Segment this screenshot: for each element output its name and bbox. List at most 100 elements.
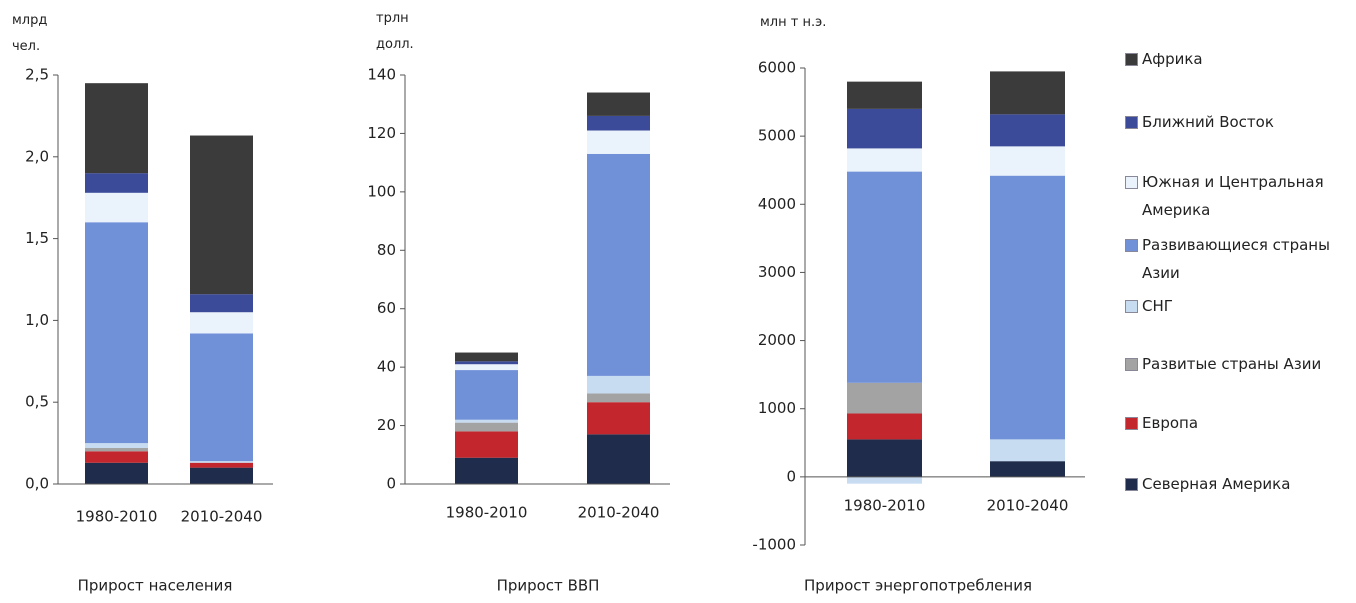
- legend-label: Развивающиеся страны Азии: [1142, 236, 1330, 282]
- bar-segment: [990, 146, 1065, 176]
- bar-segment: [847, 171, 922, 383]
- bar-segment: [455, 431, 518, 458]
- x-tick-label: 2010-2040: [578, 504, 660, 522]
- bar-segment: [587, 393, 650, 403]
- y-tick-label: 0: [386, 475, 396, 493]
- y-tick-label: 0: [786, 467, 796, 485]
- legend-label: Южная и Центральная Америка: [1142, 173, 1324, 219]
- legend-swatch: [1125, 176, 1138, 189]
- legend-swatch: [1125, 417, 1138, 430]
- y-tick-label: 1,5: [25, 229, 49, 247]
- x-tick-label: 1980-2010: [446, 504, 528, 522]
- bar-segment: [190, 461, 253, 463]
- y-tick-label: 3000: [758, 263, 796, 281]
- bar-segment: [587, 130, 650, 154]
- bar-segment: [587, 402, 650, 435]
- legend-item: Европа: [1125, 409, 1356, 437]
- y-tick-label: 0,0: [25, 475, 49, 493]
- y-axis-label: трлн долл.: [376, 11, 414, 52]
- y-tick-label: 2,0: [25, 147, 49, 165]
- bar-segment: [587, 115, 650, 131]
- legend-swatch: [1125, 116, 1138, 129]
- y-tick-label: 140: [367, 66, 396, 84]
- y-tick-label: 6000: [758, 59, 796, 77]
- bar-segment: [455, 361, 518, 365]
- bar-segment: [190, 467, 253, 484]
- bar-segment: [190, 135, 253, 295]
- bar-segment: [455, 370, 518, 420]
- legend-label: Северная Америка: [1142, 475, 1291, 493]
- legend-item: Северная Америка: [1125, 470, 1356, 498]
- y-axis-label: млн т н.э.: [760, 15, 827, 30]
- bar-segment: [990, 175, 1065, 440]
- bar-segment: [85, 448, 148, 452]
- bar-segment: [85, 462, 148, 484]
- x-tick-label: 1980-2010: [76, 508, 158, 526]
- y-tick-label: 20: [377, 416, 396, 434]
- bar-segment: [455, 364, 518, 371]
- bar-segment: [847, 413, 922, 440]
- bar-segment: [847, 382, 922, 414]
- legend-label: Ближний Восток: [1142, 113, 1274, 131]
- bar-segment: [990, 114, 1065, 147]
- chart-title: Прирост ВВП: [497, 577, 600, 595]
- bar-segment: [190, 294, 253, 313]
- legend-item: СНГ: [1125, 292, 1356, 320]
- bar-segment: [85, 192, 148, 223]
- bar-segment: [455, 457, 518, 484]
- x-tick-label: 1980-2010: [844, 497, 926, 515]
- bar-segment: [847, 108, 922, 149]
- bar-segment: [85, 222, 148, 444]
- y-tick-label: 0,5: [25, 393, 49, 411]
- y-tick-label: 4000: [758, 195, 796, 213]
- bar-segment: [847, 439, 922, 477]
- bar-segment: [990, 461, 1065, 477]
- y-axis-label: млрд чел.: [12, 13, 48, 54]
- y-tick-label: 5000: [758, 127, 796, 145]
- bar-segment: [847, 148, 922, 172]
- bar-segment: [85, 83, 148, 174]
- y-tick-label: 120: [367, 124, 396, 142]
- legend-swatch: [1125, 358, 1138, 371]
- y-tick-label: 80: [377, 241, 396, 259]
- y-tick-label: -1000: [752, 536, 796, 554]
- x-tick-label: 2010-2040: [181, 508, 263, 526]
- legend-item: Южная и Центральная Америка: [1125, 168, 1356, 224]
- legend-label: Европа: [1142, 414, 1199, 432]
- bar-segment: [847, 476, 922, 484]
- y-tick-label: 2,5: [25, 66, 49, 84]
- bar-segment: [990, 439, 1065, 462]
- bar-segment: [990, 71, 1065, 115]
- bar-segment: [587, 153, 650, 376]
- legend-swatch: [1125, 478, 1138, 491]
- legend-swatch: [1125, 53, 1138, 66]
- bar-segment: [587, 375, 650, 394]
- bar-segment: [85, 443, 148, 449]
- legend-swatch: [1125, 300, 1138, 313]
- legend-item: Развитые страны Азии: [1125, 350, 1356, 378]
- x-tick-label: 2010-2040: [987, 497, 1069, 515]
- legend-label: Развитые страны Азии: [1142, 355, 1322, 373]
- bar-segment: [190, 462, 253, 468]
- y-tick-label: 100: [367, 182, 396, 200]
- y-tick-label: 60: [377, 299, 396, 317]
- y-tick-label: 2000: [758, 331, 796, 349]
- bar-segment: [190, 333, 253, 462]
- legend-item: Африка: [1125, 45, 1356, 73]
- chart-title: Прирост энергопотребления: [804, 577, 1032, 595]
- y-tick-label: 40: [377, 358, 396, 376]
- y-tick-label: 1,0: [25, 311, 49, 329]
- legend-item: Развивающиеся страны Азии: [1125, 231, 1356, 287]
- y-tick-label: 1000: [758, 399, 796, 417]
- bar-segment: [455, 352, 518, 362]
- bar-segment: [455, 422, 518, 432]
- bar-segment: [85, 451, 148, 463]
- bar-segment: [847, 81, 922, 109]
- legend-swatch: [1125, 239, 1138, 252]
- legend-label: Африка: [1142, 50, 1203, 68]
- legend-label: СНГ: [1142, 297, 1173, 315]
- legend-item: Ближний Восток: [1125, 108, 1356, 136]
- bar-segment: [455, 419, 518, 423]
